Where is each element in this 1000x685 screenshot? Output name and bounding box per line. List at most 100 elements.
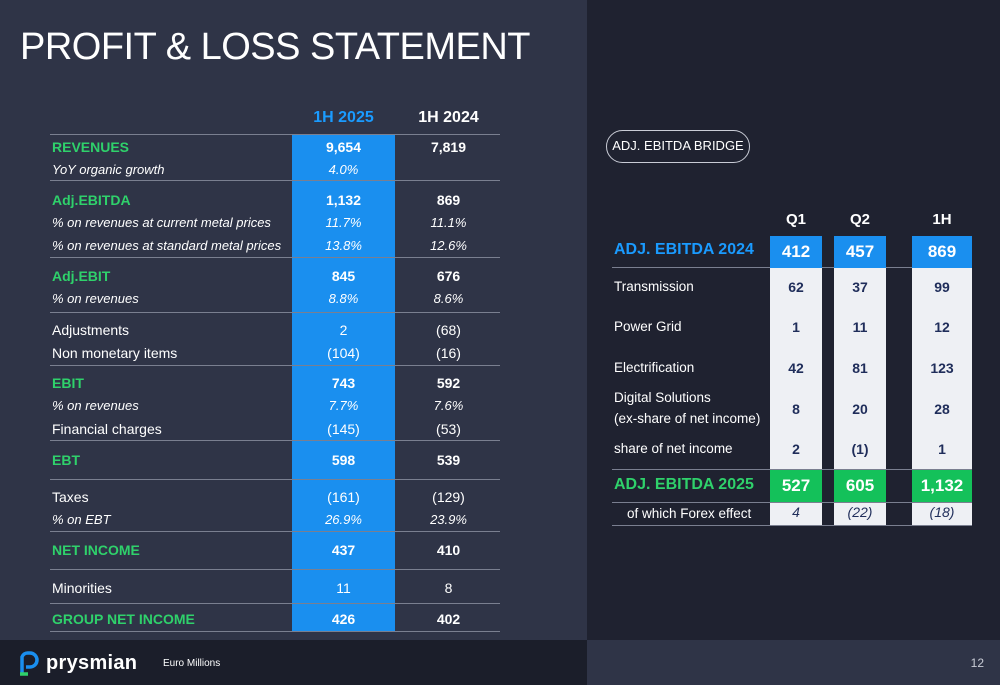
bridge-value-q2: 11 xyxy=(852,319,868,335)
forex-q1: 4 xyxy=(792,504,800,520)
brand-name: prysmian xyxy=(46,652,138,674)
value-1h2024: 592 xyxy=(436,375,461,391)
bridge-value-q1: 1 xyxy=(792,319,800,335)
value-1h2024: (16) xyxy=(436,345,461,361)
row-label: EBT xyxy=(52,452,80,468)
value-1h2024: 539 xyxy=(436,452,461,468)
value-1h2024: 8.6% xyxy=(433,291,464,306)
value-1h2024: 23.9% xyxy=(430,512,467,527)
divider xyxy=(612,502,972,503)
bridge-value-q2: 20 xyxy=(852,401,868,417)
forex-label: of which Forex effect xyxy=(627,506,752,521)
bar-start-q1 xyxy=(770,236,822,268)
value-1h2025: 13.8% xyxy=(325,238,362,253)
value-1h2024: 8 xyxy=(444,580,453,596)
bridge-start-1h: 869 xyxy=(927,242,957,261)
bridge-item-label: Electrification xyxy=(614,360,695,375)
bridge-item-label: share of net income xyxy=(614,441,733,456)
bridge-header-q1: Q1 xyxy=(785,211,806,228)
value-1h2024: 869 xyxy=(436,192,461,208)
value-1h2024: (53) xyxy=(436,421,461,437)
table-row: % on EBT 26.9% 23.9% xyxy=(0,509,587,531)
highlight-column-1h2025 xyxy=(292,134,395,631)
bridge-item-label-line2: (ex-share of net income) xyxy=(614,411,761,426)
row-label: Financial charges xyxy=(52,421,162,437)
bridge-value-q2: 37 xyxy=(852,279,868,295)
bridge-header-q2: Q2 xyxy=(849,211,870,228)
bridge-start-q1: 412 xyxy=(781,242,811,261)
bridge-value-q1: 62 xyxy=(788,279,804,295)
value-1h2025: 26.9% xyxy=(325,512,362,527)
page-title: PROFIT & LOSS STATEMENT xyxy=(20,26,531,68)
bar-start-1h xyxy=(912,236,972,268)
bar-end-q2 xyxy=(834,470,886,502)
row-label: Taxes xyxy=(52,489,89,505)
table-row: NET INCOME 437 410 xyxy=(0,539,587,561)
value-1h2025: 4.0% xyxy=(328,162,359,177)
row-label: YoY organic growth xyxy=(52,162,165,177)
forex-q2: (22) xyxy=(847,504,873,520)
units-label: Euro Millions xyxy=(163,658,221,669)
table-row: EBT 598 539 xyxy=(0,449,587,471)
bridge-start-q2: 457 xyxy=(845,242,875,261)
value-1h2025: 743 xyxy=(331,375,356,391)
row-label: Adj.EBIT xyxy=(52,268,111,284)
bridge-item-label: Digital Solutions xyxy=(614,390,711,405)
bridge-value-q1: 42 xyxy=(788,360,804,376)
value-1h2024: 402 xyxy=(436,611,461,627)
value-1h2025: 598 xyxy=(331,452,356,468)
prysmian-logo-icon xyxy=(20,651,39,676)
table-row: Minorities 11 8 xyxy=(0,577,587,599)
table-row: EBIT 743 592 xyxy=(0,372,587,394)
divider xyxy=(50,365,500,366)
value-1h2024: 676 xyxy=(436,268,461,284)
divider xyxy=(50,631,500,632)
forex-1h: (18) xyxy=(929,504,955,520)
value-1h2025: 1,132 xyxy=(325,192,362,208)
row-label: EBIT xyxy=(52,375,84,391)
value-1h2025: 2 xyxy=(339,322,348,338)
value-1h2024: 7,819 xyxy=(430,139,467,155)
table-row: REVENUES 9,654 7,819 xyxy=(0,136,587,158)
table-row: Adjustments 2 (68) xyxy=(0,319,587,341)
value-1h2025: 437 xyxy=(331,542,356,558)
footer-right-band xyxy=(587,640,1000,685)
divider xyxy=(612,525,972,526)
divider xyxy=(50,603,500,604)
divider xyxy=(50,479,500,480)
bridge-value-1h: 99 xyxy=(934,279,950,295)
value-1h2024: 12.6% xyxy=(430,238,467,253)
divider xyxy=(50,257,500,258)
bar-end-q1 xyxy=(770,470,822,502)
bridge-end-q1: 527 xyxy=(781,476,811,495)
value-1h2025: 9,654 xyxy=(325,139,362,155)
bridge-value-1h: 28 xyxy=(934,401,950,417)
col-header-1h2024: 1H 2024 xyxy=(418,109,479,126)
row-label: Adjustments xyxy=(52,322,130,338)
value-1h2025: (145) xyxy=(327,421,360,437)
table-row: % on revenues 8.8% 8.6% xyxy=(0,288,587,310)
row-label: % on EBT xyxy=(52,512,111,527)
divider xyxy=(612,469,972,470)
table-row: YoY organic growth 4.0% xyxy=(0,159,587,181)
value-1h2024: 7.6% xyxy=(433,398,464,413)
value-1h2025: 7.7% xyxy=(328,398,359,413)
table-row: GROUP NET INCOME 426 402 xyxy=(0,608,587,630)
value-1h2024: (68) xyxy=(436,322,461,338)
table-row: % on revenues 7.7% 7.6% xyxy=(0,395,587,417)
value-1h2025: (104) xyxy=(327,345,360,361)
value-1h2025: 845 xyxy=(331,268,356,284)
bridge-value-q1: 2 xyxy=(792,441,800,457)
value-1h2025: 11 xyxy=(336,580,351,596)
bridge-value-1h: 123 xyxy=(930,360,954,376)
row-label: REVENUES xyxy=(52,139,130,155)
divider xyxy=(50,440,500,441)
table-row: Financial charges (145) (53) xyxy=(0,418,587,440)
bridge-title-pill: ADJ. EBITDA BRIDGE xyxy=(606,130,750,163)
bar-start-q2 xyxy=(834,236,886,268)
row-label: Adj.EBITDA xyxy=(52,192,131,208)
divider xyxy=(50,134,500,135)
table-row: % on revenues at standard metal prices 1… xyxy=(0,235,587,257)
divider xyxy=(50,569,500,570)
divider xyxy=(50,531,500,532)
